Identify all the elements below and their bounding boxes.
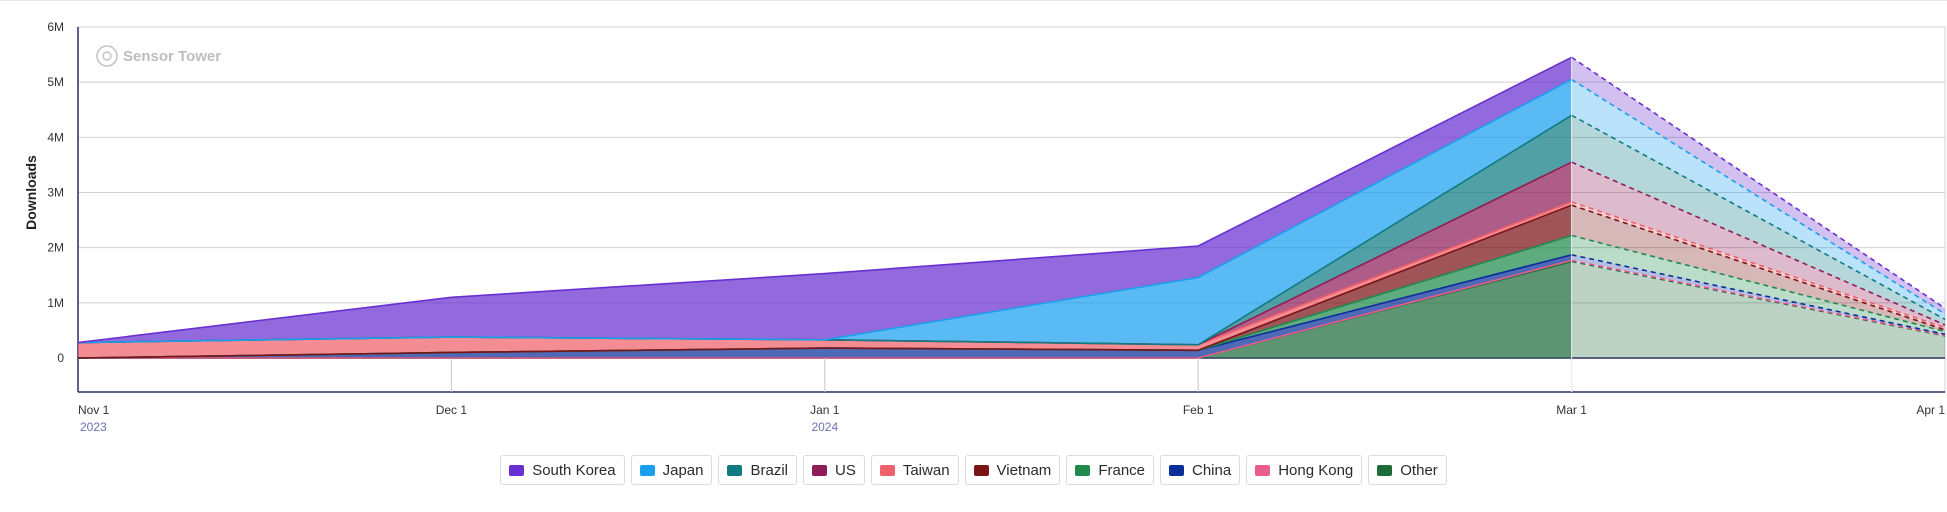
x-year-label: 2023 [80, 420, 107, 434]
legend-item-other[interactable]: Other [1368, 455, 1447, 485]
legend-item-brazil[interactable]: Brazil [718, 455, 797, 485]
legend-item-vietnam[interactable]: Vietnam [964, 455, 1061, 485]
area-projected-south-korea [1571, 57, 1945, 314]
area-projected-france [1571, 235, 1945, 335]
line-vietnam [77, 204, 1572, 359]
legend-label: Hong Kong [1278, 461, 1354, 479]
y-tick-label: 0 [57, 351, 64, 365]
x-tick-label: Mar 1 [1556, 403, 1587, 417]
y-tick-label: 6M [47, 20, 64, 34]
sensor-tower-logo-icon-inner [102, 51, 112, 61]
x-tick-label: Jan 1 [810, 403, 840, 417]
legend-swatch [812, 464, 827, 476]
x-tick-label: Nov 1 [78, 403, 110, 417]
line-projected-china [1571, 254, 1946, 336]
legend-swatch [1169, 464, 1184, 476]
x-tick-label: Dec 1 [436, 403, 468, 417]
legend-swatch [1255, 464, 1271, 476]
legend-item-us[interactable]: US [803, 455, 865, 485]
legend-label: China [1192, 461, 1232, 479]
legend-swatch [973, 464, 989, 476]
top-divider [0, 0, 1947, 1]
line-projected-brazil [1571, 114, 1946, 321]
area-japan [78, 79, 1572, 345]
line-projected-vietnam [1571, 204, 1946, 331]
line-projected-france [1571, 234, 1946, 333]
legend-label: Taiwan [902, 461, 950, 479]
legend-swatch [879, 464, 895, 476]
legend-swatch [1075, 464, 1091, 476]
legend-label: France [1098, 461, 1145, 479]
y-tick-label: 1M [47, 296, 64, 310]
legend-item-hong-kong[interactable]: Hong Kong [1246, 455, 1363, 485]
legend-swatch [1377, 464, 1393, 476]
legend-label: Brazil [750, 461, 788, 479]
legend-label: Other [1400, 461, 1438, 479]
y-tick-label: 5M [47, 75, 64, 89]
area-projected-japan [1571, 79, 1945, 320]
line-japan [77, 78, 1572, 344]
line-projected-taiwan [1571, 201, 1946, 329]
area-other [78, 261, 1572, 358]
chart-plot: 0 1M 2M 3M 4M 5M 6M Downloads Sensor Tower Nov 1 2… [23, 20, 1946, 434]
chart-legend: South Korea Japan Brazil US Taiwan Vietnam Fra… [0, 455, 1947, 485]
legend-swatch [727, 464, 743, 476]
x-year-label: 2024 [811, 420, 838, 434]
area-projected-vietnam [1571, 205, 1945, 332]
line-projected-hong-kong [1571, 259, 1946, 337]
legend-label: Japan [662, 461, 704, 479]
line-projected-us [1571, 161, 1946, 326]
legend-item-japan[interactable]: Japan [630, 455, 713, 485]
legend-label: US [835, 461, 856, 479]
area-projected-brazil [1571, 115, 1945, 325]
legend-swatch [639, 464, 655, 476]
legend-label: Vietnam [996, 461, 1052, 479]
line-projected-south-korea [1571, 56, 1946, 310]
sensor-tower-logo-icon [96, 45, 118, 67]
y-axis-label: Downloads [23, 155, 39, 230]
legend-item-france[interactable]: France [1066, 455, 1154, 485]
legend-item-south-korea[interactable]: South Korea [500, 455, 625, 485]
legend-label: South Korea [532, 461, 616, 479]
area-taiwan [78, 201, 1572, 358]
line-south-korea [77, 56, 1572, 344]
y-tick-label: 2M [47, 241, 64, 255]
line-projected-japan [1571, 78, 1946, 315]
watermark-text: Sensor Tower [123, 48, 221, 65]
area-south-korea [78, 57, 1572, 343]
legend-swatch [509, 464, 525, 476]
area-projected-taiwan [1571, 201, 1945, 330]
y-tick-label: 3M [47, 186, 64, 200]
legend-item-china[interactable]: China [1160, 455, 1241, 485]
legend-item-taiwan[interactable]: Taiwan [870, 455, 959, 485]
x-tick-label: Apr 1 [1916, 403, 1945, 417]
area-projected-other [1571, 261, 1945, 358]
y-tick-label: 4M [47, 130, 64, 144]
x-tick-label: Feb 1 [1183, 403, 1214, 417]
